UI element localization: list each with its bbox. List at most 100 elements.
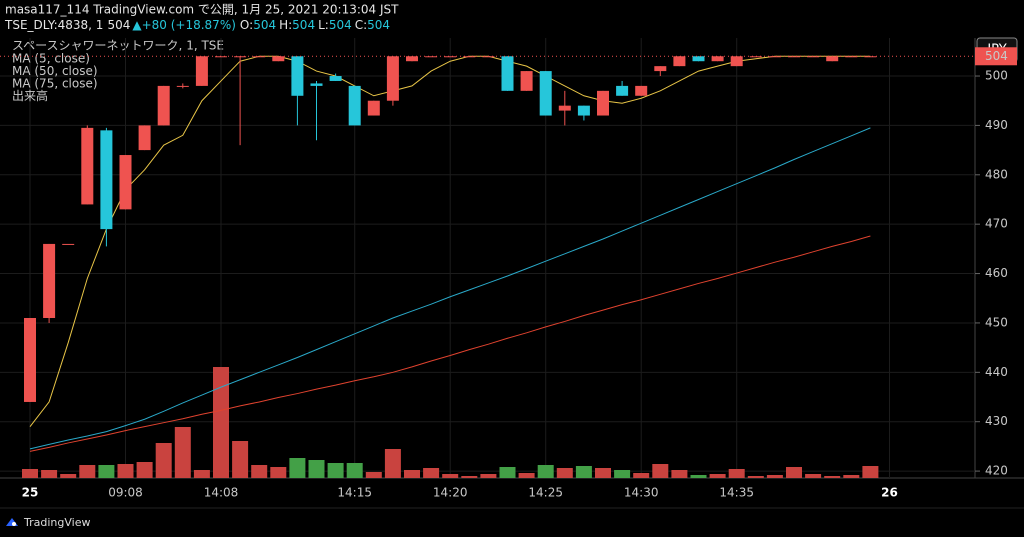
candle-body bbox=[215, 56, 227, 58]
x-tick-label: 14:25 bbox=[528, 486, 563, 500]
candle-body bbox=[692, 56, 705, 62]
ticker: TSE_DLY:4838, 1 bbox=[4, 18, 103, 32]
volume-bar bbox=[384, 449, 401, 478]
volume-bar bbox=[843, 475, 860, 478]
candle-body bbox=[558, 105, 571, 111]
candle-body bbox=[539, 71, 552, 116]
volume-bar bbox=[270, 467, 287, 478]
candle-body bbox=[807, 56, 820, 58]
candle-body bbox=[425, 56, 438, 58]
candle-body bbox=[24, 318, 36, 402]
volume-bar bbox=[862, 466, 879, 478]
volume-bar bbox=[251, 465, 268, 478]
x-tick-label: 14:15 bbox=[337, 486, 372, 500]
volume-bar bbox=[60, 474, 77, 478]
x-tick-label: 14:08 bbox=[204, 486, 239, 500]
y-tick-label: 460 bbox=[985, 266, 1008, 280]
o-label: O: bbox=[240, 18, 253, 32]
y-tick-label: 440 bbox=[985, 365, 1008, 379]
change: ▲+80 (+18.87%) bbox=[132, 18, 236, 32]
l-label: L: bbox=[318, 18, 329, 32]
volume-bar bbox=[22, 469, 38, 478]
publish-line: masa117_114 TradingView.com で公開, 1月 25, … bbox=[5, 3, 399, 17]
volume-bar bbox=[41, 470, 58, 478]
volume-bar bbox=[709, 474, 726, 478]
x-tick-label: 14:20 bbox=[433, 486, 468, 500]
candle-body bbox=[176, 85, 189, 87]
volume-bar bbox=[480, 474, 497, 478]
volume-bar bbox=[824, 476, 841, 478]
volume-bar bbox=[747, 476, 764, 478]
candle-body bbox=[749, 56, 762, 58]
legend-entry: 出来高 bbox=[12, 88, 48, 103]
volume-bar bbox=[690, 475, 707, 478]
candle-body bbox=[138, 125, 151, 151]
x-tick-label: 25 bbox=[22, 486, 39, 500]
brand: TradingView bbox=[23, 516, 90, 529]
volume-bar bbox=[537, 465, 554, 478]
candle-body bbox=[348, 85, 361, 126]
candle-body bbox=[463, 56, 476, 58]
y-tick-label: 500 bbox=[985, 69, 1008, 83]
volume-bar bbox=[805, 474, 822, 478]
legend-entry: MA (75, close) bbox=[12, 77, 98, 91]
volume-bar bbox=[556, 468, 573, 478]
candle-body bbox=[406, 56, 418, 62]
volume-bar bbox=[633, 473, 650, 478]
last: 504 bbox=[107, 18, 130, 32]
candle-body bbox=[654, 66, 667, 72]
candle-body bbox=[501, 56, 514, 91]
candle-body bbox=[845, 56, 858, 58]
volume-bar bbox=[461, 476, 478, 478]
legend-entry: MA (5, close) bbox=[12, 52, 90, 66]
volume-bar bbox=[289, 458, 306, 478]
candle-body bbox=[635, 85, 648, 96]
candle-body bbox=[119, 155, 132, 210]
volume-bar bbox=[404, 470, 420, 478]
volume-bar bbox=[614, 470, 631, 478]
volume-bar bbox=[327, 463, 344, 478]
last-price-box bbox=[975, 47, 1017, 66]
volume-bar bbox=[117, 464, 134, 478]
h-label: H: bbox=[279, 18, 292, 32]
volume-bar bbox=[155, 443, 172, 478]
candle-body bbox=[272, 56, 285, 62]
candle-body bbox=[100, 130, 113, 230]
c: 504 bbox=[367, 18, 390, 32]
volume-bar bbox=[79, 465, 96, 478]
volume-bar bbox=[786, 467, 802, 478]
volume-bar bbox=[423, 468, 440, 478]
o: 504 bbox=[253, 18, 276, 32]
candle-body bbox=[597, 90, 609, 116]
y-tick-label: 480 bbox=[985, 167, 1008, 181]
h: 504 bbox=[292, 18, 315, 32]
candle-body bbox=[329, 76, 342, 81]
candle-body bbox=[157, 85, 170, 126]
candle-body bbox=[673, 56, 686, 67]
candle-body bbox=[577, 105, 590, 116]
x-tick-label: 14:35 bbox=[719, 486, 754, 500]
volume-bar bbox=[174, 427, 191, 478]
volume-bar bbox=[518, 473, 535, 478]
candle-body bbox=[711, 56, 724, 62]
candle-body bbox=[520, 71, 533, 91]
volume-bar bbox=[728, 469, 745, 478]
candle-body bbox=[291, 56, 304, 96]
candle-body bbox=[386, 56, 399, 101]
volume-bar bbox=[652, 464, 669, 478]
candle-body bbox=[864, 56, 877, 58]
ma-line bbox=[29, 127, 871, 450]
volume-bar bbox=[346, 463, 363, 478]
candle-body bbox=[788, 56, 800, 58]
candle-body bbox=[444, 56, 457, 58]
y-tick-label: 420 bbox=[985, 464, 1008, 478]
candle-body bbox=[826, 56, 839, 62]
y-tick-label: 430 bbox=[985, 414, 1008, 428]
x-tick-label: 09:08 bbox=[108, 486, 143, 500]
candle-body bbox=[81, 127, 94, 205]
quote-line: TSE_DLY:4838, 1 504 ▲+80 (+18.87%) O:504 H:5… bbox=[4, 18, 390, 32]
volume-bar bbox=[575, 466, 592, 478]
volume-bar bbox=[595, 468, 611, 478]
x-tick-label: 26 bbox=[881, 486, 898, 500]
